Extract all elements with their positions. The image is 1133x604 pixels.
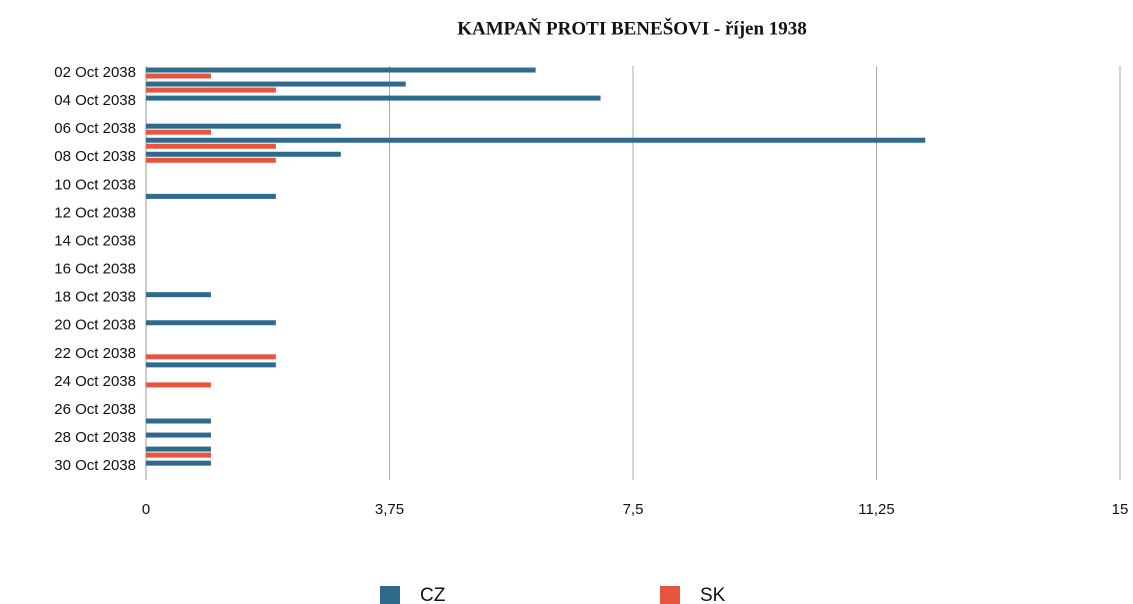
bar [146, 151, 341, 157]
y-tick-label: 26 Oct 2038 [54, 401, 136, 418]
y-tick-label: 12 Oct 2038 [54, 204, 136, 221]
y-tick-label: 22 Oct 2038 [54, 345, 136, 362]
y-tick-label: 04 Oct 2038 [54, 92, 136, 109]
bar [146, 460, 211, 466]
bar [146, 452, 211, 458]
x-tick-label: 7,5 [623, 501, 644, 518]
chart-title: KAMPAŇ PROTI BENEŠOVI - říjen 1938 [457, 17, 807, 39]
x-tick-label: 15 [1112, 501, 1129, 518]
y-tick-label: 14 Oct 2038 [54, 232, 136, 249]
bar [146, 129, 211, 135]
bar [146, 137, 926, 143]
bar [146, 193, 276, 199]
bar [146, 382, 211, 388]
bar [146, 73, 211, 79]
legend-swatch [380, 586, 400, 604]
y-tick-label: 30 Oct 2038 [54, 457, 136, 474]
bar [146, 432, 211, 438]
bar [146, 354, 276, 360]
bar [146, 446, 211, 452]
bar [146, 123, 341, 129]
bar [146, 320, 276, 326]
x-tick-label: 0 [142, 501, 150, 518]
bar [146, 67, 536, 73]
x-tick-label: 11,25 [858, 501, 894, 518]
bar [146, 362, 276, 368]
y-tick-label: 18 Oct 2038 [54, 289, 136, 306]
bar [146, 143, 276, 149]
y-tick-label: 20 Oct 2038 [54, 317, 136, 334]
bar [146, 292, 211, 298]
y-tick-label: 16 Oct 2038 [54, 261, 136, 278]
y-tick-label: 02 Oct 2038 [54, 64, 136, 81]
y-tick-label: 24 Oct 2038 [54, 373, 136, 390]
bar [146, 81, 406, 87]
legend-label: CZ [420, 585, 446, 604]
x-tick-label: 3,75 [375, 501, 404, 518]
bar [146, 418, 211, 424]
y-tick-label: 28 Oct 2038 [54, 429, 136, 446]
y-tick-label: 06 Oct 2038 [54, 120, 136, 137]
legend-swatch [660, 586, 680, 604]
bar [146, 95, 601, 101]
bar [146, 87, 276, 93]
y-tick-label: 08 Oct 2038 [54, 148, 136, 165]
bar [146, 157, 276, 163]
legend-label: SK [700, 585, 726, 604]
y-tick-label: 10 Oct 2038 [54, 176, 136, 193]
